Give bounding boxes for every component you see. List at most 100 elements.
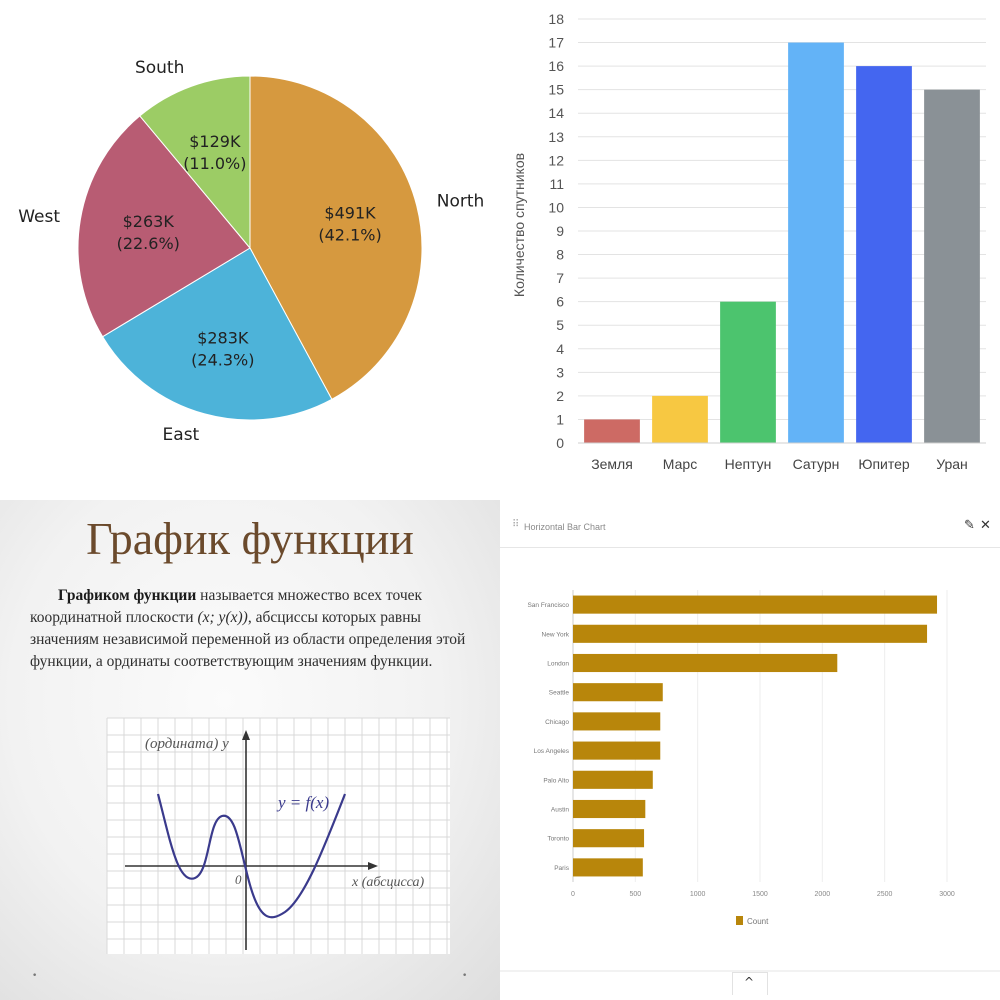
slide-dot-left: • xyxy=(32,971,37,981)
y-tick-label: Austin xyxy=(551,807,569,814)
x-tick-label: 1500 xyxy=(752,891,768,898)
pie-slice xyxy=(77,115,251,338)
bar xyxy=(856,66,912,443)
x-tick-label: Земля xyxy=(591,456,633,472)
bar xyxy=(573,770,653,789)
y-tick-label: San Francisco xyxy=(527,602,569,609)
bar xyxy=(573,653,838,673)
legend-label: Count xyxy=(747,917,769,926)
y-axis-label: (ордината) y xyxy=(145,736,229,752)
pie-slice xyxy=(249,75,423,400)
legend-swatch xyxy=(736,916,743,925)
pie-category-label: West xyxy=(18,207,60,227)
definition-text-1: называется множество всех точек координа… xyxy=(30,587,423,626)
x-tick-label: 1000 xyxy=(690,891,706,898)
function-slide-panel: (ордината) y x (абсцисса) 0 y = f(x) • • xyxy=(0,500,500,1000)
slide-dot-right: • xyxy=(462,971,467,981)
edit-icon[interactable]: ✎ xyxy=(964,518,975,533)
definition-term: Графиком функции xyxy=(58,587,197,604)
bar xyxy=(573,624,928,643)
x-tick-label: 0 xyxy=(571,891,575,898)
y-tick-label: London xyxy=(547,661,569,668)
y-tick-label: Seattle xyxy=(549,690,570,697)
y-axis-title: Количество спутников xyxy=(511,153,527,297)
y-tick-label: Chicago xyxy=(545,719,569,726)
bar xyxy=(584,419,640,443)
bar xyxy=(652,395,708,443)
y-tick-label: 5 xyxy=(556,317,564,333)
bar xyxy=(573,712,661,731)
bar xyxy=(924,89,980,444)
y-tick-label: Paris xyxy=(554,865,570,872)
bar xyxy=(573,595,938,614)
y-tick-label: Toronto xyxy=(547,836,569,843)
y-tick-label: 18 xyxy=(548,11,564,27)
y-tick-label: 6 xyxy=(556,294,564,310)
x-tick-label: Нептун xyxy=(725,456,772,472)
function-curve xyxy=(156,793,347,919)
bar xyxy=(720,301,776,443)
pie-category-label: North xyxy=(437,192,485,212)
y-tick-label: 9 xyxy=(556,223,564,239)
widget-grip-icon[interactable]: ⠿ xyxy=(512,519,520,530)
function-graph: (ордината) y x (абсцисса) 0 y = f(x) • • xyxy=(32,717,467,981)
y-tick-label: 7 xyxy=(556,270,564,286)
y-tick-label: New York xyxy=(542,631,570,638)
pie-slice xyxy=(101,247,333,421)
y-tick-label: 12 xyxy=(548,152,564,168)
widget-header xyxy=(500,507,1000,548)
graph-grid xyxy=(106,717,450,954)
y-tick-label: 14 xyxy=(548,105,564,121)
y-tick-label: 8 xyxy=(556,247,564,263)
pie-value-label: $263K xyxy=(123,212,175,231)
bar xyxy=(573,799,646,819)
pie-slice xyxy=(139,75,251,250)
y-tick-label: 11 xyxy=(549,176,564,192)
y-tick-label: 17 xyxy=(548,35,564,51)
pie-percent-label: (42.1%) xyxy=(318,226,381,245)
pie-chart: $491K (42.1%) North $283K (24.3%) East $263K (2… xyxy=(18,58,485,445)
x-tick-label: 500 xyxy=(629,891,641,898)
widget-title: Horizontal Bar Chart xyxy=(524,522,606,532)
x-tick-label: 2000 xyxy=(815,891,831,898)
x-tick-label: Марс xyxy=(663,456,697,472)
slide-title: График функции xyxy=(86,513,414,564)
y-tick-label: 1 xyxy=(556,411,564,427)
x-tick-label: Юпитер xyxy=(858,456,910,472)
pie-chart-panel: $491K (42.1%) North $283K (24.3%) East $263K (2… xyxy=(0,0,500,500)
y-tick-label: 3 xyxy=(556,364,564,380)
horizontal-bar-chart: 0 500 1000 1500 2000 2500 3000 San Francisco New… xyxy=(500,590,1000,972)
x-axis-arrow-icon xyxy=(368,862,378,870)
x-tick-label: 2500 xyxy=(877,891,893,898)
curve-label: y = f(x) xyxy=(276,793,329,812)
origin-label: 0 xyxy=(235,872,242,887)
chevron-up-icon[interactable]: ^ xyxy=(744,975,755,989)
x-tick-label: 3000 xyxy=(939,891,955,898)
y-tick-label: Los Angeles xyxy=(534,748,570,755)
definition-text-2: , абсциссы которых равны значениям незав… xyxy=(30,609,466,670)
collapse-tab[interactable]: ^ xyxy=(732,972,768,995)
pie-value-label: $129K xyxy=(189,132,241,151)
y-tick-label: 2 xyxy=(556,388,564,404)
bar-chart-panel: 0 1 2 3 4 5 6 7 8 9 10 11 12 13 14 15 16 17 18 Земля Марс Неп… xyxy=(500,0,1000,500)
pie-percent-label: (11.0%) xyxy=(183,154,246,173)
pie-value-label: $283K xyxy=(197,329,249,348)
pie-category-label: South xyxy=(135,58,184,78)
x-axis-label: x (абсцисса) xyxy=(351,875,425,890)
horizontal-bar-widget: 0 500 1000 1500 2000 2500 3000 San Francisco New… xyxy=(500,500,1000,1000)
pie-percent-label: (24.3%) xyxy=(191,351,254,370)
x-tick-label: Уран xyxy=(936,456,968,472)
bar xyxy=(573,829,645,848)
y-tick-label: 4 xyxy=(556,341,564,357)
pie-value-label: $491K xyxy=(324,204,376,223)
bar xyxy=(573,741,661,760)
close-icon[interactable]: ✕ xyxy=(980,518,991,533)
pie-percent-label: (22.6%) xyxy=(117,234,180,253)
slide-definition: Графиком функции называется множество вс… xyxy=(30,585,470,673)
y-tick-label: 10 xyxy=(548,199,564,215)
x-tick-label: Сатурн xyxy=(793,456,840,472)
bar xyxy=(573,858,643,877)
y-tick-label: 16 xyxy=(548,58,564,74)
definition-coords: (x; y(x)) xyxy=(197,609,248,626)
